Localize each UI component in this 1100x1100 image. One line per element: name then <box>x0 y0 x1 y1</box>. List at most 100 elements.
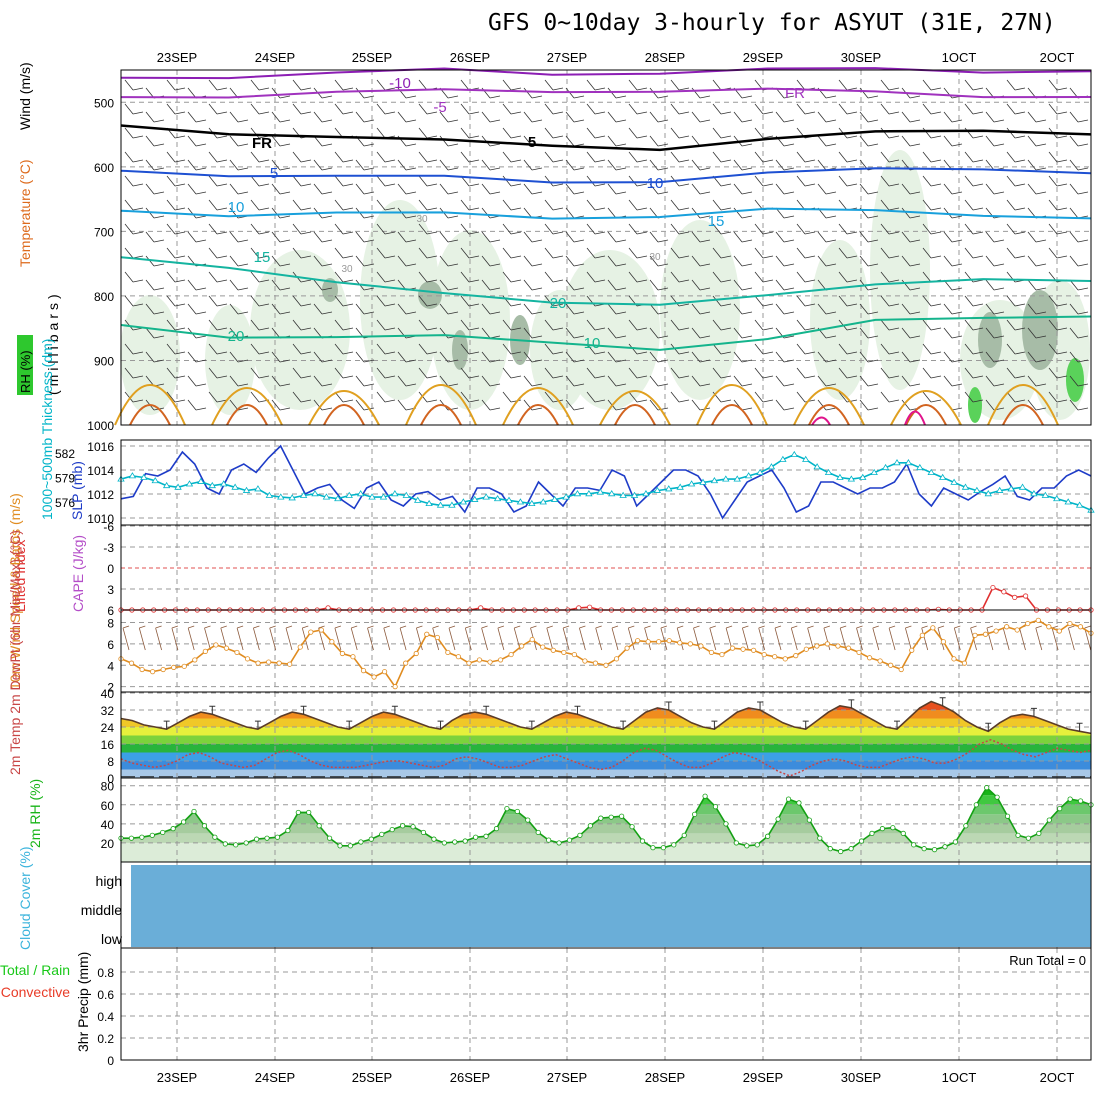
wind-barb <box>901 183 921 195</box>
thickness-line-point <box>356 490 365 497</box>
wind-barb <box>985 111 1005 123</box>
wind-barb <box>313 351 333 363</box>
rh-line-point <box>712 804 719 810</box>
wind-barb <box>124 367 144 379</box>
wind-barb <box>502 247 522 259</box>
thickness-line-point <box>699 478 707 485</box>
wind-barb <box>1027 303 1047 315</box>
rh-line-point <box>212 834 218 840</box>
wind-barb <box>628 223 648 235</box>
wind-barb <box>712 79 732 91</box>
wind-barb <box>712 247 732 259</box>
rh-band <box>121 795 1091 805</box>
lifted-index-line-point <box>1001 589 1007 595</box>
wind-barb <box>586 223 606 235</box>
wind-barb <box>922 223 942 235</box>
temp-band <box>121 710 1091 719</box>
wind-barb <box>628 199 648 211</box>
wind-barb <box>607 255 627 267</box>
wind-barb <box>922 247 942 259</box>
thickness-line-point <box>368 493 376 500</box>
wind-speed-line-point <box>508 651 514 658</box>
wind-barb <box>166 79 186 91</box>
temp-tick: 32 <box>101 704 115 718</box>
wind-barb <box>418 367 438 379</box>
isotherm-30 <box>226 404 268 426</box>
rh-tick: 80 <box>101 780 115 794</box>
wind-barb <box>397 375 417 387</box>
surface-wind-barb <box>1002 625 1010 651</box>
wind-speed-line-point <box>424 631 430 637</box>
wind-barb <box>880 175 900 187</box>
wind-barb <box>334 391 354 403</box>
wind-speed-line-point <box>635 638 641 644</box>
x-tick-top: 1OCT <box>942 50 977 65</box>
temp-tick: 0 <box>107 772 114 786</box>
wind-barb <box>418 295 438 307</box>
wind-barb <box>901 375 921 387</box>
rh-tick: 20 <box>101 837 115 851</box>
thickness-line-point <box>128 472 137 479</box>
wind-speed-line-point <box>1056 628 1062 634</box>
surface-wind-barb <box>986 625 994 651</box>
thickness-line-point <box>516 498 525 505</box>
wind-barb <box>649 111 669 123</box>
wind-speed-line-point <box>318 627 324 633</box>
rh-line-point <box>921 846 927 852</box>
wind-barb <box>250 199 270 211</box>
wind-speed-line-point <box>1067 620 1073 627</box>
x-tick-bottom: 25SEP <box>352 1070 392 1085</box>
wind-barb <box>985 351 1005 363</box>
wind-speed-line-point <box>719 651 725 658</box>
wind-speed-line-point <box>666 638 672 644</box>
wind-barb <box>565 183 585 195</box>
wind-barb <box>565 399 585 411</box>
wind-barb <box>1048 343 1068 355</box>
wind-barb <box>649 327 669 339</box>
temp-whisker <box>483 705 490 715</box>
wind-barb <box>691 87 711 99</box>
wind-barb <box>733 327 753 339</box>
wind-barb <box>943 183 963 195</box>
wind-barb <box>901 111 921 123</box>
wind-barb <box>943 327 963 339</box>
wind-barb <box>1069 255 1089 267</box>
thickness-line-point <box>311 490 319 497</box>
wind-barb <box>754 175 774 187</box>
surface-wind-barb <box>285 625 293 651</box>
rh-line-point <box>931 847 938 853</box>
wind-speed-line-point <box>656 639 662 645</box>
temp-label: 2m Temp 2m DewPt (6hr Min/Max) (°C) <box>7 530 23 775</box>
wind-speed-line-point <box>403 660 409 666</box>
thickness-line-point <box>756 468 764 475</box>
wind-barb <box>817 183 837 195</box>
thickness-line-point <box>1064 498 1072 505</box>
panel-frame <box>120 947 1092 1061</box>
wind-barb <box>817 159 837 171</box>
wind-barb <box>481 207 501 219</box>
wind-barb <box>628 175 648 187</box>
surface-wind-barb <box>839 625 847 651</box>
wind-barb <box>586 127 606 139</box>
rh-line-point <box>347 843 354 849</box>
rh-line-point <box>431 836 437 842</box>
wind-barb <box>271 111 291 123</box>
precip-tick: 0.6 <box>97 988 114 1002</box>
rh-line-point <box>744 843 750 849</box>
wind-barb <box>649 303 669 315</box>
x-tick-bottom: 28SEP <box>645 1070 685 1085</box>
wind-barb <box>733 399 753 411</box>
wind-barb <box>691 327 711 339</box>
wind-barb <box>670 247 690 259</box>
wind-speed-line-point <box>613 656 620 662</box>
rh-line-point <box>1046 817 1052 823</box>
isotherm-30 <box>323 404 365 426</box>
x-tick-top: 26SEP <box>450 50 490 65</box>
wind-barb <box>817 351 837 363</box>
wind-barb <box>355 255 375 267</box>
isotherm-30 <box>711 404 753 426</box>
wind-barb <box>1006 247 1026 259</box>
rh-band <box>121 823 1091 834</box>
wind-barb <box>208 271 228 283</box>
wind-barb <box>376 175 396 187</box>
